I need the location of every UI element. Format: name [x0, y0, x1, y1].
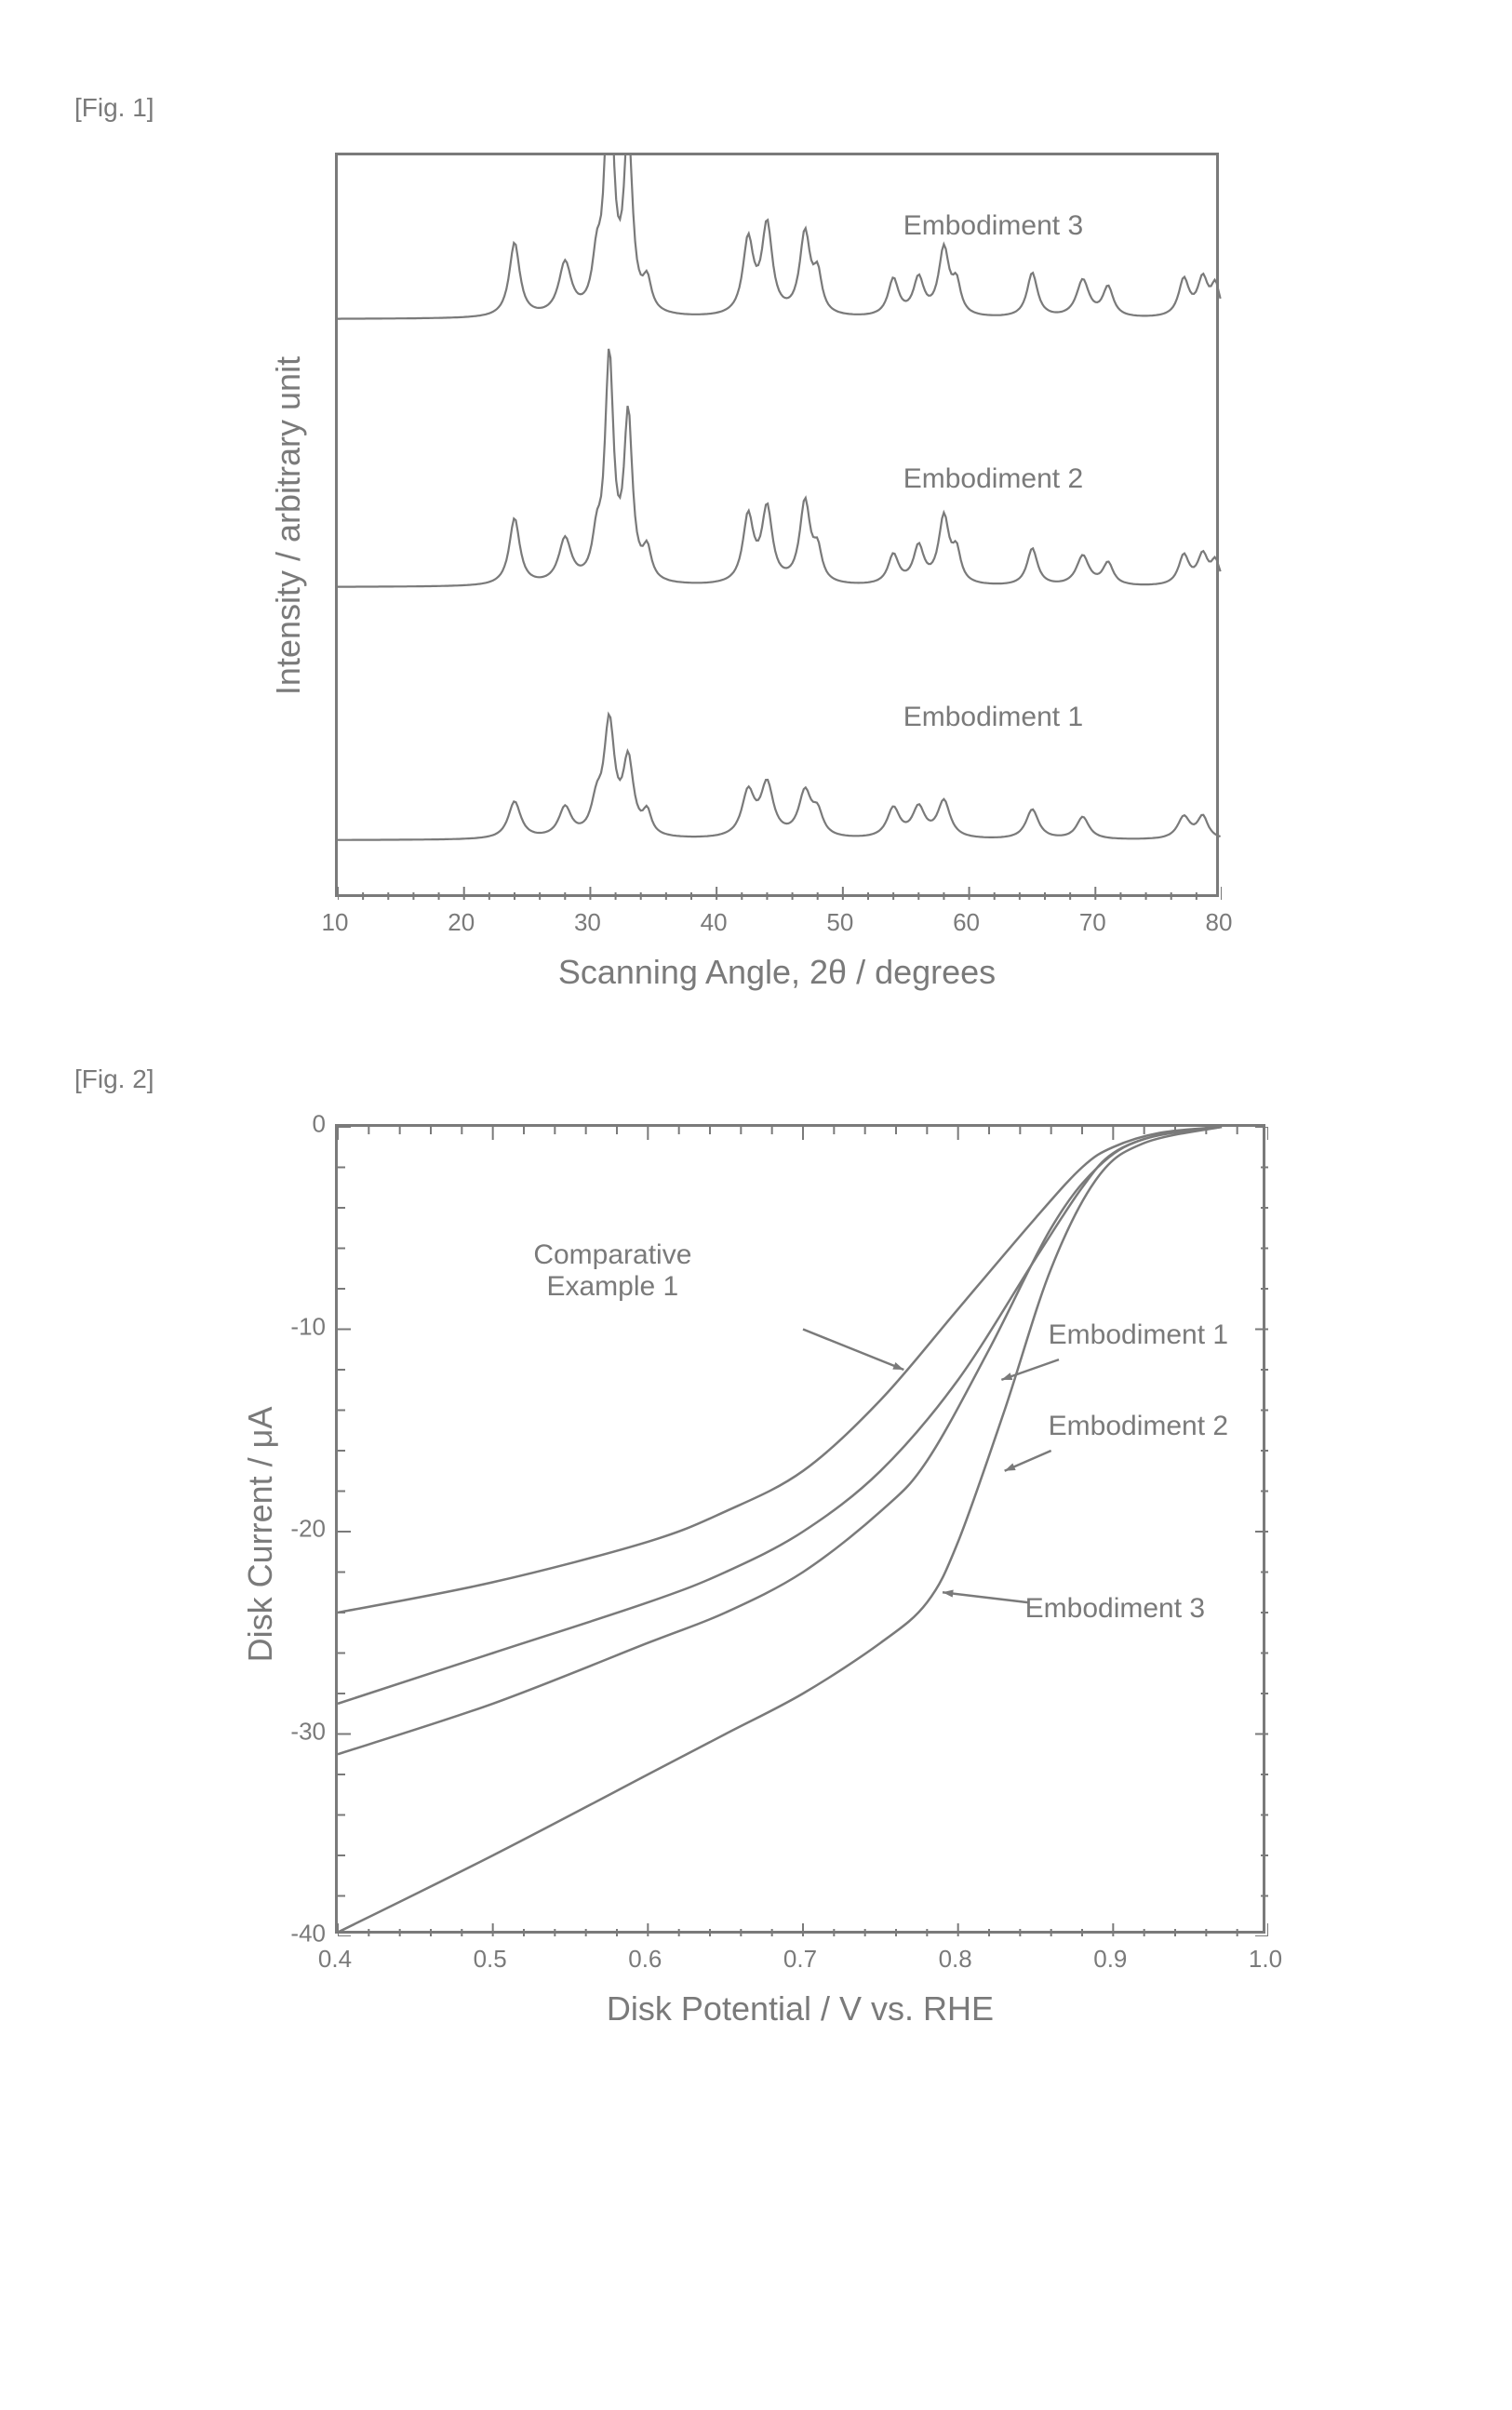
fig2-xtick-label: 1.0: [1249, 1945, 1282, 1974]
fig2-series-label: Embodiment 3: [1025, 1593, 1205, 1625]
fig1-plot-area: [335, 153, 1219, 897]
fig1-xtick-label: 40: [701, 908, 728, 937]
fig2-plot-area: [335, 1124, 1265, 1934]
fig1-svg: [338, 155, 1222, 900]
fig2-svg: [338, 1127, 1268, 1936]
fig2-ytick-label: -10: [279, 1312, 326, 1341]
fig2-ylabel: Disk Current / μA: [241, 1348, 280, 1720]
fig2-series-label: Embodiment 2: [1049, 1411, 1228, 1442]
fig2-ytick-label: -40: [279, 1920, 326, 1948]
fig1-xtick-label: 50: [826, 908, 853, 937]
fig2-xtick-label: 0.9: [1093, 1945, 1127, 1974]
fig2-xtick-label: 0.8: [939, 1945, 972, 1974]
fig2-chart: Disk Current / μA 0.40.50.60.70.80.91.0 …: [195, 1105, 1312, 2082]
fig2-label: [Fig. 2]: [74, 1064, 1438, 1094]
fig1-xtick-label: 20: [448, 908, 475, 937]
fig2-xtick-label: 0.7: [783, 1945, 817, 1974]
fig1-series-label: Embodiment 1: [903, 702, 1083, 733]
fig2-ytick-label: 0: [279, 1110, 326, 1139]
fig2-xtick-label: 0.5: [474, 1945, 507, 1974]
fig1-label: [Fig. 1]: [74, 93, 1438, 123]
fig2-ytick-label: -20: [279, 1515, 326, 1544]
fig1-xtick-label: 80: [1206, 908, 1233, 937]
fig1-xtick-label: 70: [1079, 908, 1106, 937]
fig1-xtick-label: 30: [574, 908, 601, 937]
fig2-xtick-label: 0.4: [318, 1945, 352, 1974]
fig1-series-label: Embodiment 2: [903, 463, 1083, 495]
fig2-series-label: Embodiment 1: [1049, 1319, 1228, 1351]
fig2-ytick-label: -30: [279, 1717, 326, 1746]
fig1-series-label: Embodiment 3: [903, 210, 1083, 242]
fig1-xlabel: Scanning Angle, 2θ / degrees: [335, 953, 1219, 992]
fig2-xtick-label: 0.6: [628, 1945, 662, 1974]
fig1-xtick-label: 60: [953, 908, 980, 937]
fig1-ylabel: Intensity / arbitrary unit: [269, 340, 308, 712]
fig1-xtick-label: 10: [322, 908, 349, 937]
fig2-series-label: ComparativeExample 1: [533, 1239, 691, 1303]
fig1-chart: Intensity / arbitrary unit 10 20 30 40 50 60 7…: [223, 134, 1284, 1027]
fig2-xlabel: Disk Potential / V vs. RHE: [335, 1989, 1265, 2028]
